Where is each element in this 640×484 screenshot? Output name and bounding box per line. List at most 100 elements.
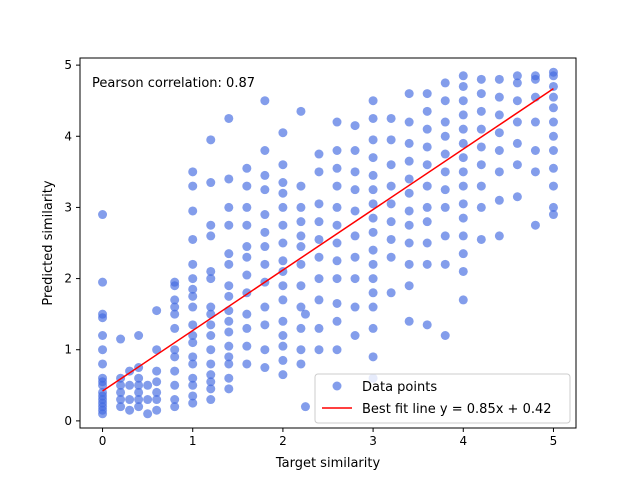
legend-marker-data-points: [332, 381, 342, 391]
data-point: [170, 302, 180, 312]
data-point: [458, 181, 468, 191]
data-point: [206, 220, 216, 230]
data-point: [422, 124, 432, 134]
data-point: [476, 106, 486, 116]
data-point: [458, 249, 468, 259]
data-point: [368, 185, 378, 195]
data-point: [152, 377, 162, 387]
data-point: [242, 163, 252, 173]
data-point: [350, 121, 360, 131]
data-point: [368, 259, 378, 269]
data-point: [440, 117, 450, 127]
data-point: [260, 170, 270, 180]
data-point: [530, 71, 540, 81]
data-point: [386, 181, 396, 191]
data-point: [494, 195, 504, 205]
data-point: [224, 352, 234, 362]
data-point: [206, 320, 216, 330]
x-tick-label: 5: [550, 434, 558, 448]
data-point: [314, 199, 324, 209]
data-point: [260, 210, 270, 220]
data-point: [368, 274, 378, 284]
data-point: [476, 74, 486, 84]
data-point: [278, 341, 288, 351]
data-point: [206, 370, 216, 380]
data-point: [170, 323, 180, 333]
data-point: [350, 274, 360, 284]
data-point: [278, 238, 288, 248]
data-point: [386, 288, 396, 298]
data-point: [152, 395, 162, 405]
data-point: [512, 138, 522, 148]
data-point: [134, 387, 144, 397]
data-point: [386, 135, 396, 145]
data-point: [368, 352, 378, 362]
data-point: [332, 202, 342, 212]
legend: Data points Best fit line y = 0.85x + 0.…: [314, 373, 571, 424]
data-point: [278, 281, 288, 291]
data-point: [224, 174, 234, 184]
data-point: [134, 402, 144, 412]
data-point: [260, 242, 270, 252]
data-point: [494, 231, 504, 241]
data-point: [422, 320, 432, 330]
data-point: [152, 405, 162, 415]
data-point: [260, 259, 270, 269]
data-point: [548, 202, 558, 212]
data-point: [296, 106, 306, 116]
data-point: [512, 160, 522, 170]
data-point: [188, 380, 198, 390]
data-point: [368, 323, 378, 333]
pearson-annotation: Pearson correlation: 0.87: [92, 76, 255, 91]
data-point: [494, 110, 504, 120]
data-point: [332, 220, 342, 230]
data-point: [170, 277, 180, 287]
data-point: [188, 181, 198, 191]
data-point: [260, 320, 270, 330]
data-point: [224, 291, 234, 301]
data-point: [242, 309, 252, 319]
data-point: [548, 163, 558, 173]
data-point: [260, 96, 270, 106]
data-point: [404, 238, 414, 248]
data-point: [134, 380, 144, 390]
data-point: [260, 227, 270, 237]
data-point: [98, 331, 108, 340]
data-point: [188, 391, 198, 401]
data-point: [530, 146, 540, 155]
data-point: [368, 227, 378, 237]
data-point: [170, 352, 180, 362]
data-point: [98, 345, 108, 355]
data-point: [494, 74, 504, 84]
data-point: [134, 373, 144, 383]
data-point: [206, 377, 216, 387]
data-point: [314, 167, 324, 177]
data-point: [440, 131, 450, 141]
data-point: [224, 259, 234, 269]
data-point: [242, 242, 252, 252]
legend-label-fit-line: Best fit line y = 0.85x + 0.42: [362, 402, 552, 417]
data-point: [260, 363, 270, 373]
data-point: [548, 103, 558, 113]
data-point: [458, 295, 468, 305]
data-point: [134, 395, 144, 405]
data-point: [116, 387, 126, 397]
data-point: [440, 202, 450, 212]
data-point: [512, 96, 522, 106]
data-point: [512, 117, 522, 127]
x-axis-label: Target similarity: [275, 456, 381, 471]
data-point: [422, 259, 432, 269]
data-point: [242, 252, 252, 262]
data-point: [152, 345, 162, 355]
data-point: [422, 202, 432, 212]
data-point: [476, 124, 486, 134]
data-point: [404, 89, 414, 99]
data-point: [98, 373, 108, 383]
data-point: [188, 352, 198, 362]
data-point: [242, 220, 252, 230]
data-point: [440, 259, 450, 269]
data-point: [476, 142, 486, 152]
data-point: [422, 238, 432, 248]
data-point: [170, 402, 180, 412]
data-point: [170, 345, 180, 355]
